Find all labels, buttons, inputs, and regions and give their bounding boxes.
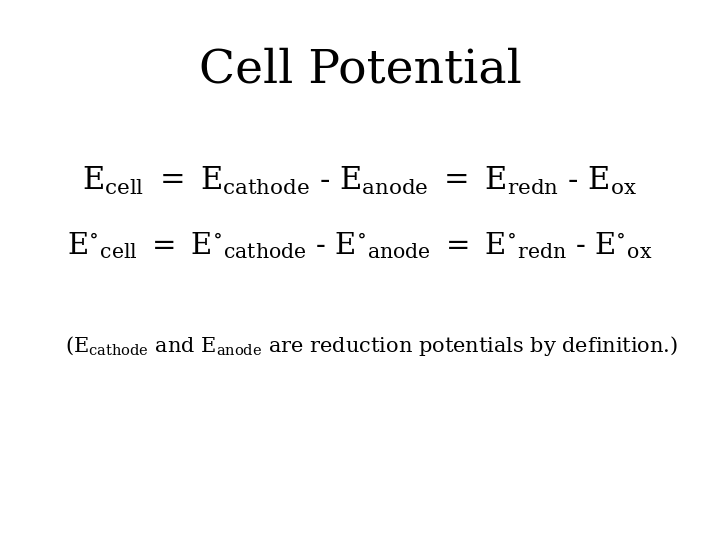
Text: $(\mathrm{E}_{\mathrm{cathode}}$ and $\mathrm{E}_{\mathrm{anode}}$ are reduction: $(\mathrm{E}_{\mathrm{cathode}}$ and $\m… [65,334,678,357]
Text: $\mathrm{E}_{\mathrm{cell}}\ =\ \mathrm{E}_{\mathrm{cathode}}\ \text{-}\ \mathrm: $\mathrm{E}_{\mathrm{cell}}\ =\ \mathrm{… [83,165,637,197]
Text: $\mathrm{E}^{\circ}{}_{\mathrm{cell}}\ =\ \mathrm{E}^{\circ}{}_{\mathrm{cathode}: $\mathrm{E}^{\circ}{}_{\mathrm{cell}}\ =… [67,230,653,261]
Text: Cell Potential: Cell Potential [199,48,521,93]
